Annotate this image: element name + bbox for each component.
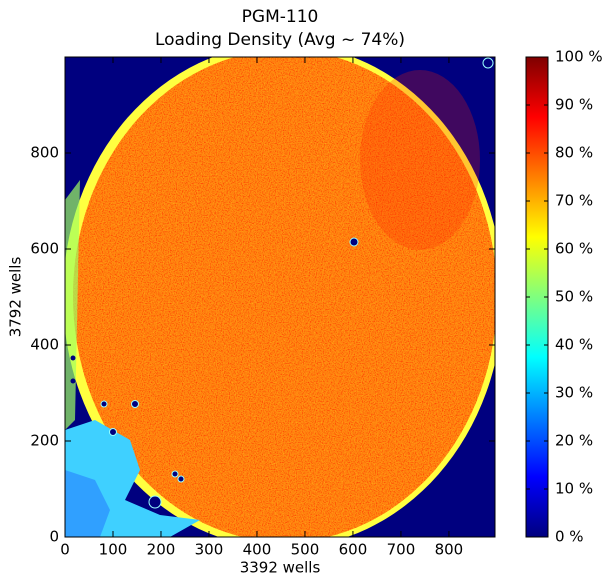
- colorbar-tick-label: 10 %: [555, 480, 593, 498]
- colorbar-tick-label: 20 %: [555, 432, 593, 450]
- colorbar-tick-label: 80 %: [555, 144, 593, 162]
- chart-title: PGM-110: [242, 7, 319, 27]
- y-axis-label: 3792 wells: [7, 257, 25, 338]
- y-tick-label: 200: [30, 432, 59, 450]
- colorbar-tick-label: 100 %: [555, 48, 603, 66]
- colorbar-tick-label: 50 %: [555, 288, 593, 306]
- chart-subtitle: Loading Density (Avg ~ 74%): [155, 30, 405, 50]
- colorbar-tick-label: 90 %: [555, 96, 593, 114]
- x-axis-label: 3392 wells: [240, 559, 321, 577]
- x-tick-label: 600: [339, 541, 368, 559]
- colorbar-tick-label: 60 %: [555, 240, 593, 258]
- density-image: [65, 57, 495, 537]
- colorbar-tick-label: 30 %: [555, 384, 593, 402]
- colorbar-tick-label: 70 %: [555, 192, 593, 210]
- y-tick-label: 800: [30, 144, 59, 162]
- x-tick-label: 800: [435, 541, 464, 559]
- y-tick-label: 600: [30, 240, 59, 258]
- x-tick-label: 500: [291, 541, 320, 559]
- x-tick-label: 0: [60, 541, 70, 559]
- plot-frame: [64, 56, 496, 538]
- x-tick-label: 400: [243, 541, 272, 559]
- colorbar-tick-label: 0 %: [555, 528, 584, 546]
- y-tick-label: 400: [30, 336, 59, 354]
- y-tick-label: 0: [49, 528, 59, 546]
- x-tick-label: 100: [99, 541, 128, 559]
- colorbar-tick-label: 40 %: [555, 336, 593, 354]
- x-tick-label: 300: [195, 541, 224, 559]
- x-tick-label: 200: [147, 541, 176, 559]
- x-tick-label: 700: [387, 541, 416, 559]
